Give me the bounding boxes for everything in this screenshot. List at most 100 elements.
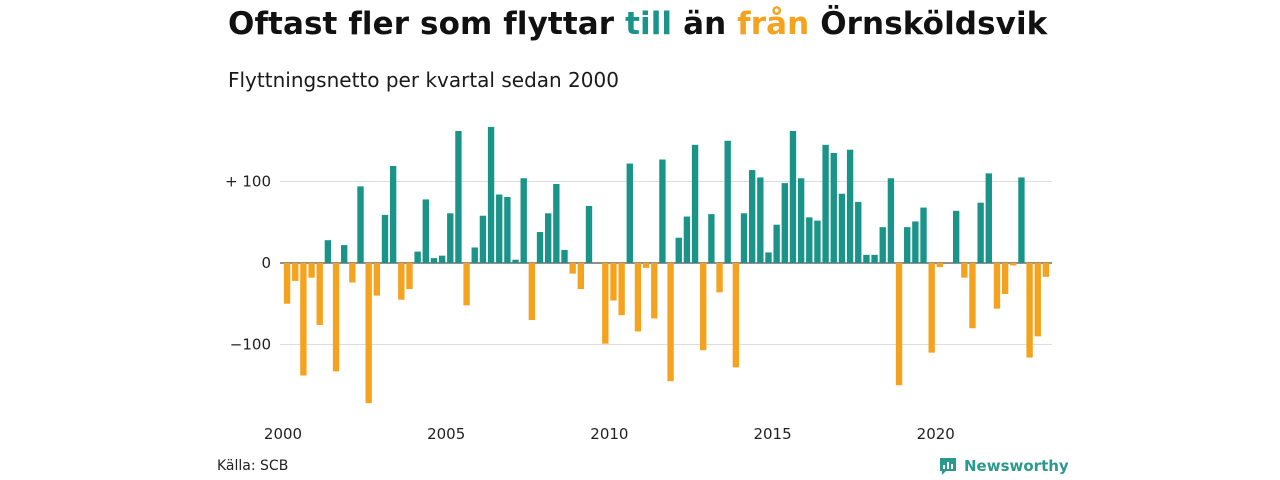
bar-positive bbox=[904, 227, 911, 263]
chart-title: Oftast fler som flyttar till än från Örn… bbox=[228, 6, 1047, 42]
bar-negative bbox=[283, 263, 291, 304]
bar-negative bbox=[365, 263, 372, 404]
x-tick-label: 2000 bbox=[264, 425, 302, 443]
bar-negative bbox=[642, 263, 650, 268]
bar-positive bbox=[389, 166, 397, 263]
y-tick-label: 0 bbox=[261, 254, 271, 272]
bar-positive bbox=[479, 215, 487, 263]
bar-positive bbox=[806, 217, 813, 263]
bar-negative bbox=[993, 263, 1001, 309]
bar-positive bbox=[912, 221, 919, 263]
bar-positive bbox=[985, 173, 992, 263]
bar-negative bbox=[716, 263, 723, 293]
title-part-3: från bbox=[737, 6, 810, 42]
bar-negative bbox=[936, 263, 944, 268]
bar-positive bbox=[487, 126, 495, 264]
bar-negative bbox=[610, 263, 617, 301]
bar-positive bbox=[952, 210, 960, 263]
bar-positive bbox=[626, 163, 633, 263]
bar-positive bbox=[447, 213, 454, 263]
bar-negative bbox=[651, 263, 658, 319]
bar-negative bbox=[308, 263, 315, 278]
bar-positive bbox=[675, 237, 682, 263]
bar-negative bbox=[732, 263, 740, 368]
bar-negative bbox=[300, 263, 307, 376]
bar-positive bbox=[438, 255, 446, 263]
bar-positive bbox=[545, 213, 552, 263]
x-tick-label: 2020 bbox=[917, 425, 955, 443]
title-part-0: Oftast fler som flyttar bbox=[228, 6, 626, 42]
bar-negative bbox=[316, 263, 323, 325]
bar-positive bbox=[879, 227, 886, 263]
bar-negative bbox=[602, 263, 609, 344]
bar-negative bbox=[618, 263, 625, 316]
source-note: Källa: SCB bbox=[217, 458, 289, 474]
bar-positive bbox=[471, 247, 478, 263]
bar-positive bbox=[822, 144, 829, 263]
bar-positive bbox=[830, 152, 837, 263]
title-part-1: till bbox=[625, 6, 673, 42]
x-tick-label: 2010 bbox=[590, 425, 628, 443]
bar-positive bbox=[781, 183, 788, 263]
bar-positive bbox=[430, 258, 438, 263]
bar-positive bbox=[740, 213, 748, 263]
bar-negative bbox=[969, 263, 976, 329]
bar-negative bbox=[373, 263, 381, 296]
bar-negative bbox=[928, 263, 935, 353]
bar-positive bbox=[757, 177, 764, 263]
bar-positive bbox=[341, 245, 348, 263]
bar-positive bbox=[381, 214, 389, 263]
bar-negative bbox=[463, 263, 470, 306]
bar-negative bbox=[569, 263, 576, 274]
bar-positive bbox=[855, 201, 862, 264]
bar-positive bbox=[496, 194, 503, 263]
bar-positive bbox=[324, 240, 332, 263]
bar-negative bbox=[1001, 263, 1009, 294]
bar-negative bbox=[349, 263, 356, 283]
bar-negative bbox=[577, 263, 584, 290]
bar-negative bbox=[667, 263, 674, 382]
bar-positive bbox=[838, 193, 846, 263]
bar-negative bbox=[1010, 263, 1017, 266]
bar-positive bbox=[871, 254, 878, 263]
chart-subtitle: Flyttningsnetto per kvartal sedan 2000 bbox=[228, 68, 619, 92]
bar-positive bbox=[797, 178, 805, 263]
bar-positive bbox=[414, 251, 421, 263]
bar-positive bbox=[683, 216, 691, 263]
bar-positive bbox=[659, 159, 666, 263]
bar-positive bbox=[520, 178, 527, 263]
bar-positive bbox=[814, 220, 821, 263]
bar-positive bbox=[357, 186, 364, 263]
bar-positive bbox=[504, 196, 511, 263]
bar-positive bbox=[585, 205, 593, 263]
bar-positive bbox=[422, 199, 429, 263]
bar-positive bbox=[789, 130, 797, 263]
x-axis-ticks: 2000 2005 2010 2015 2020 bbox=[264, 425, 955, 443]
bar-negative bbox=[700, 263, 707, 351]
bar-negative bbox=[528, 263, 536, 321]
bar-positive bbox=[773, 224, 780, 263]
title-part-4: Örnsköldsvik bbox=[809, 6, 1048, 42]
brand-logo: Newsworthy bbox=[938, 456, 1069, 476]
title-part-2: än bbox=[672, 6, 738, 42]
bar-chart: + 100 0 −100 2000 2005 2010 2015 2020 bbox=[225, 126, 1052, 443]
bar-positive bbox=[561, 249, 568, 263]
bar-positive bbox=[920, 207, 927, 263]
bar-positive bbox=[512, 259, 519, 263]
y-tick-label: −100 bbox=[230, 336, 271, 354]
bar-positive bbox=[691, 144, 699, 263]
bar-negative bbox=[961, 263, 968, 278]
bar-negative bbox=[1034, 263, 1041, 337]
x-tick-label: 2015 bbox=[753, 425, 791, 443]
bar-negative bbox=[634, 263, 642, 332]
bar-negative bbox=[398, 263, 405, 300]
bar-chart-logo-icon bbox=[940, 458, 956, 475]
bar-positive bbox=[536, 232, 544, 263]
bar-positive bbox=[765, 252, 772, 263]
bar-negative bbox=[406, 263, 413, 290]
bar-positive bbox=[846, 149, 854, 263]
bar-negative bbox=[1042, 263, 1050, 277]
bar-positive bbox=[455, 130, 462, 263]
bar-negative bbox=[895, 263, 903, 386]
bar-positive bbox=[863, 254, 870, 263]
